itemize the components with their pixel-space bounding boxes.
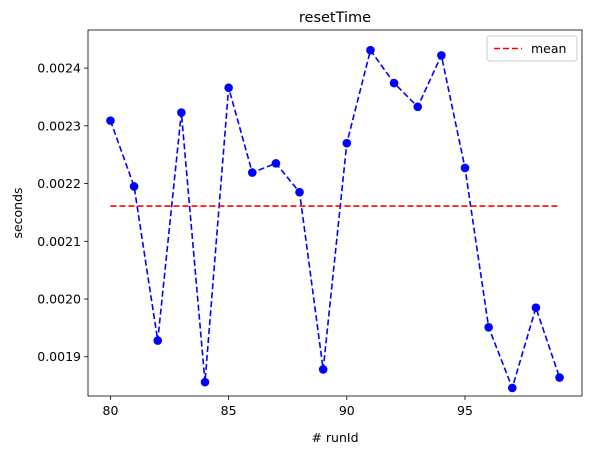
data-point (437, 51, 446, 60)
data-point (532, 303, 541, 312)
y-tick-label: 0.0024 (37, 61, 81, 76)
data-point (413, 102, 422, 111)
data-point (248, 168, 257, 177)
x-tick-label: 80 (103, 403, 119, 418)
x-axis-label: # runId (311, 430, 358, 445)
x-tick-label: 85 (221, 403, 237, 418)
data-point (366, 46, 375, 55)
data-point (484, 323, 493, 332)
data-point (201, 378, 210, 387)
x-tick-label: 95 (457, 403, 473, 418)
data-point (461, 164, 470, 173)
data-point (319, 365, 328, 374)
y-axis-label: seconds (10, 187, 25, 238)
y-tick-label: 0.0019 (37, 349, 81, 364)
chart-title: resetTime (299, 10, 371, 26)
x-tick-label: 90 (339, 403, 355, 418)
data-point (295, 188, 304, 197)
data-point (153, 336, 162, 345)
y-tick-label: 0.0021 (37, 234, 81, 249)
data-point (224, 83, 233, 92)
legend-label-mean: mean (531, 41, 566, 56)
data-point (272, 159, 281, 168)
data-point (130, 182, 139, 191)
data-point (177, 108, 186, 117)
y-tick-label: 0.0023 (37, 118, 81, 133)
data-point (508, 384, 517, 393)
y-tick-label: 0.0022 (37, 176, 81, 191)
data-point (555, 373, 564, 382)
data-point (106, 116, 115, 125)
data-point (343, 139, 352, 148)
data-point (390, 79, 399, 88)
legend: mean (487, 36, 577, 61)
y-tick-label: 0.0020 (37, 292, 81, 307)
